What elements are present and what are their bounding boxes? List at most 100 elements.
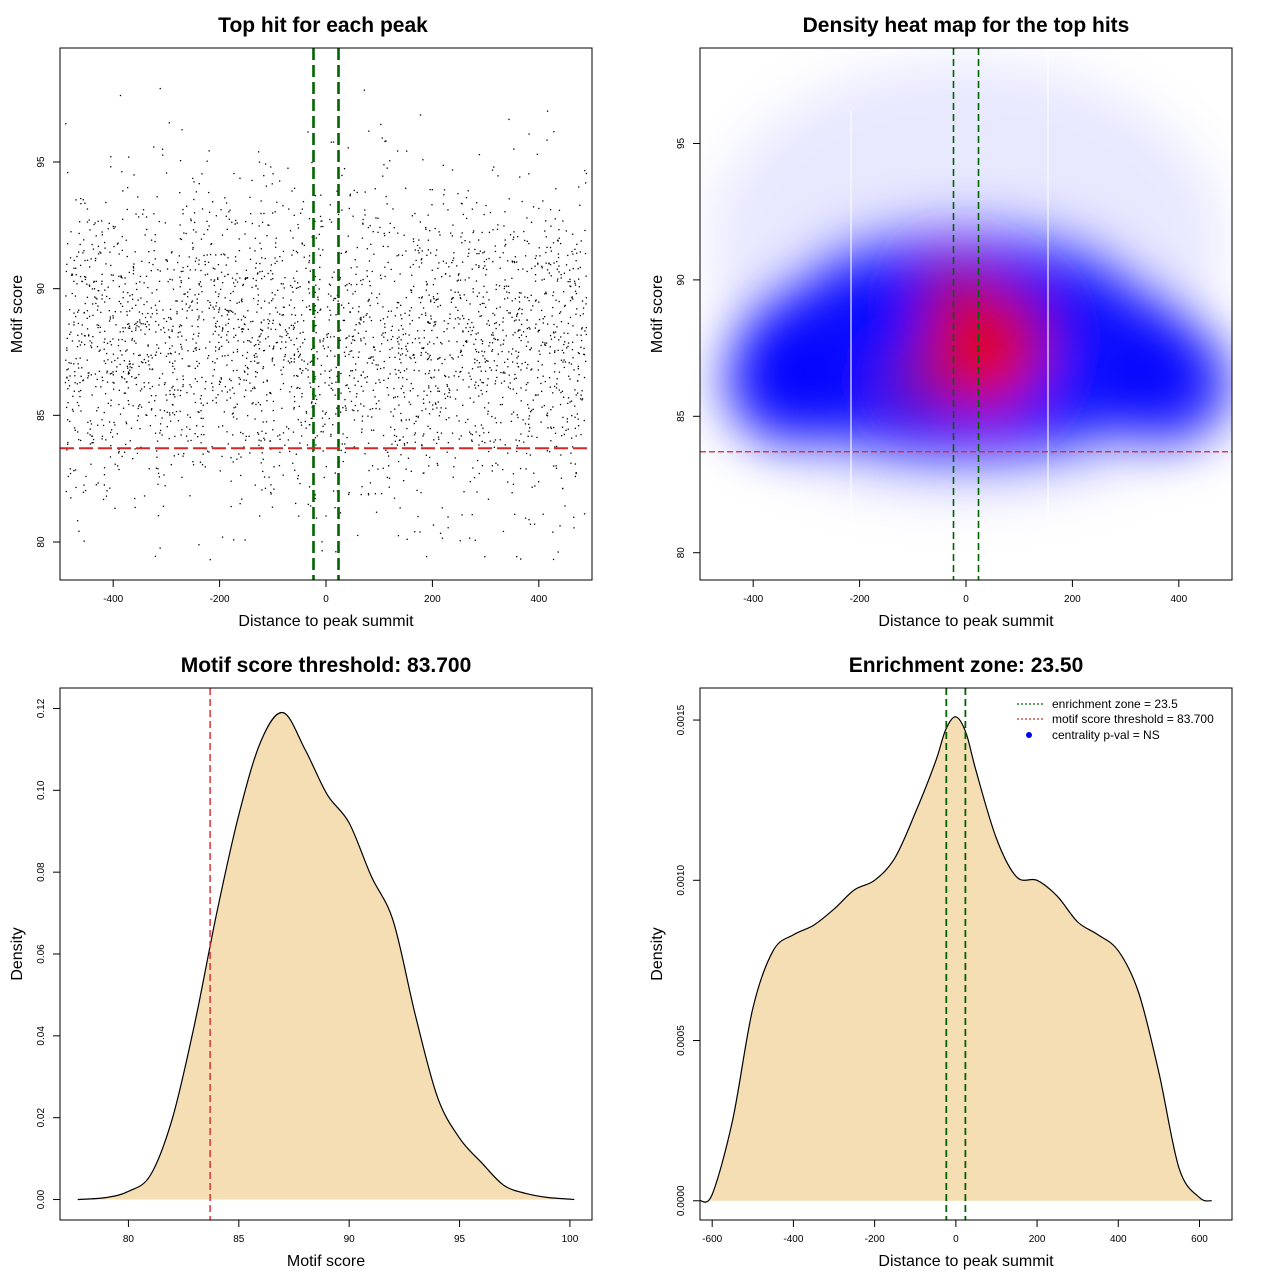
- scatter-point: [559, 525, 561, 527]
- scatter-point: [504, 298, 506, 300]
- scatter-point: [189, 305, 191, 307]
- scatter-point: [129, 310, 131, 312]
- scatter-point: [199, 281, 202, 283]
- scatter-point: [181, 335, 183, 337]
- scatter-point: [95, 257, 97, 260]
- scatter-point: [110, 274, 113, 276]
- scatter-point: [151, 368, 153, 371]
- scatter-point: [339, 339, 341, 341]
- scatter-point: [147, 286, 149, 289]
- scatter-point: [326, 334, 328, 336]
- scatter-point: [240, 299, 243, 301]
- scatter-point: [231, 359, 233, 362]
- scatter-point: [522, 331, 525, 333]
- scatter-point: [575, 472, 577, 475]
- scatter-point: [177, 261, 179, 264]
- scatter-point: [412, 387, 414, 390]
- scatter-point: [124, 451, 126, 453]
- scatter-point: [393, 397, 395, 399]
- scatter-point: [113, 421, 115, 424]
- scatter-point: [171, 329, 173, 331]
- scatter-point: [116, 366, 118, 368]
- scatter-point: [173, 368, 176, 370]
- scatter-point: [383, 232, 385, 235]
- scatter-point: [438, 438, 440, 440]
- scatter-point: [274, 211, 276, 213]
- scatter-point: [318, 385, 320, 388]
- scatter-point: [330, 221, 333, 223]
- scatter-point: [322, 410, 324, 412]
- scatter-point: [272, 357, 274, 359]
- scatter-point: [471, 208, 473, 210]
- scatter-point: [233, 328, 235, 330]
- scatter-point: [318, 288, 320, 290]
- scatter-point: [428, 294, 430, 296]
- scatter-point: [336, 375, 338, 377]
- scatter-point: [494, 439, 497, 441]
- scatter-point: [372, 389, 374, 391]
- scatter-point: [418, 266, 420, 268]
- scatter-point: [276, 311, 279, 313]
- scatter-point: [168, 122, 170, 124]
- scatter-point: [364, 377, 366, 379]
- scatter-point: [494, 383, 496, 385]
- scatter-point: [292, 277, 295, 279]
- scatter-point: [371, 292, 373, 294]
- scatter-point: [400, 387, 402, 390]
- scatter-point: [539, 353, 541, 355]
- scatter-point: [87, 377, 89, 379]
- scatter-point: [319, 341, 321, 343]
- scatter-point: [304, 420, 306, 423]
- scatter-point: [139, 281, 141, 283]
- scatter-point: [507, 358, 509, 360]
- scatter-point: [100, 386, 102, 388]
- scatter-point: [289, 284, 292, 287]
- scatter-point: [247, 339, 249, 342]
- scatter-point: [301, 314, 303, 316]
- scatter-point: [164, 382, 166, 384]
- scatter-point: [357, 311, 360, 313]
- scatter-point: [385, 140, 387, 142]
- scatter-point: [432, 524, 435, 526]
- distance-density-x-tick-label: -400: [783, 1234, 803, 1245]
- scatter-point: [161, 148, 164, 150]
- scatter-point: [103, 341, 105, 343]
- scatter-point: [321, 417, 324, 419]
- scatter-point: [482, 340, 484, 342]
- scatter-point: [288, 428, 290, 430]
- scatter-point: [352, 335, 355, 337]
- scatter-point: [327, 332, 329, 335]
- scatter-point: [297, 475, 299, 477]
- scatter-point: [169, 393, 171, 396]
- scatter-point: [248, 435, 250, 437]
- scatter-point: [276, 260, 278, 262]
- scatter-point: [519, 307, 521, 309]
- scatter-point: [266, 380, 268, 382]
- scatter-point: [91, 288, 94, 290]
- scatter-point: [430, 318, 432, 320]
- scatter-point: [358, 322, 360, 324]
- scatter-point: [469, 241, 471, 243]
- scatter-point: [558, 237, 560, 239]
- scatter-point: [192, 464, 195, 466]
- scatter-point: [402, 377, 404, 379]
- scatter-point: [197, 335, 199, 337]
- scatter-point: [243, 379, 245, 381]
- scatter-point: [238, 377, 240, 379]
- scatter-point: [506, 309, 508, 312]
- scatter-point: [101, 438, 103, 440]
- scatter-point: [86, 328, 89, 330]
- scatter-point: [80, 410, 82, 412]
- scatter-point: [97, 245, 100, 247]
- scatter-point: [335, 381, 337, 383]
- scatter-point: [89, 266, 91, 268]
- scatter-point: [243, 396, 246, 398]
- distance-density-x-tick-label: 0: [953, 1234, 959, 1245]
- scatter-point: [66, 377, 68, 379]
- scatter-point: [475, 381, 477, 383]
- scatter-point: [127, 187, 129, 189]
- heatmap-x-label: Distance to peak summit: [878, 613, 1054, 630]
- scatter-point: [174, 351, 176, 353]
- scatter-point: [458, 438, 460, 440]
- scatter-point: [447, 322, 449, 325]
